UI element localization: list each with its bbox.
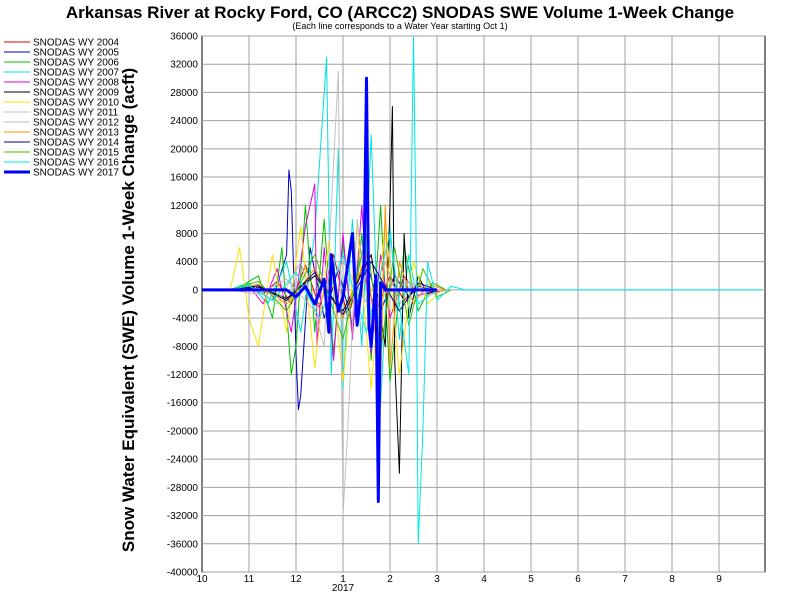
y-tick-label: 16000 (170, 173, 198, 184)
legend-label: SNODAS WY 2017 (33, 168, 119, 179)
y-tick-label: 4000 (176, 257, 199, 268)
y-tick-label: -36000 (167, 539, 199, 550)
legend-label: SNODAS WY 2012 (33, 118, 119, 129)
legend-label: SNODAS WY 2006 (33, 58, 119, 69)
y-tick-label: -12000 (167, 370, 199, 381)
series-line (230, 56, 438, 404)
y-tick-label: 32000 (170, 60, 198, 71)
legend-label: SNODAS WY 2010 (33, 98, 119, 109)
chart-title: Arkansas River at Rocky Ford, CO (ARCC2)… (66, 3, 734, 22)
x-tick-label: 5 (528, 574, 534, 585)
y-tick-labels: 36000 32000 28000 24000 20000 16000 12000 8000 4… (167, 32, 199, 579)
x-tick-labels: 10 11 12 1 2 3 4 5 6 7 8 9 (196, 574, 722, 585)
y-tick-label: 36000 (170, 32, 198, 43)
legend-label: SNODAS WY 2015 (33, 148, 119, 159)
legend-label: SNODAS WY 2007 (33, 68, 119, 79)
x-tick-label: 4 (481, 574, 487, 585)
series-lines (202, 35, 762, 545)
legend-label: SNODAS WY 2014 (33, 138, 119, 149)
y-tick-label: 20000 (170, 144, 198, 155)
y-tick-label: 24000 (170, 116, 198, 127)
x-tick-label: 1 (340, 574, 346, 585)
y-tick-label: 8000 (176, 229, 199, 240)
x-tick-label: 12 (290, 574, 302, 585)
x-tick-label: 2 (387, 574, 393, 585)
series-line (230, 169, 438, 411)
series-line (230, 183, 438, 361)
y-tick-label: -28000 (167, 483, 199, 494)
legend-label: SNODAS WY 2011 (33, 108, 119, 119)
series-line (230, 70, 438, 517)
legend-label: SNODAS WY 2016 (33, 158, 119, 169)
y-tick-label: 0 (192, 285, 198, 296)
x-tick-label: 11 (244, 574, 255, 585)
series-line (230, 35, 762, 545)
legend-label: SNODAS WY 2005 (33, 48, 119, 59)
y-tick-label: -24000 (167, 455, 199, 466)
y-tick-label: -16000 (167, 398, 199, 409)
x-tick-label: 10 (196, 574, 208, 585)
chart-subtitle: (Each line corresponds to a Water Year s… (292, 21, 507, 31)
legend-label: SNODAS WY 2013 (33, 128, 119, 139)
grid-lines (202, 35, 765, 573)
y-tick-label: 28000 (170, 88, 198, 99)
year-label: 2017 (332, 583, 355, 594)
legend-label: SNODAS WY 2009 (33, 88, 119, 99)
y-tick-label: -20000 (167, 426, 199, 437)
y-tick-label: -8000 (172, 342, 198, 353)
legend-label: SNODAS WY 2004 (33, 38, 119, 49)
x-tick-label: 8 (669, 574, 675, 585)
y-tick-label: 12000 (170, 201, 198, 212)
series-line (202, 76, 437, 503)
x-tick-label: 6 (575, 574, 581, 585)
legend-label: SNODAS WY 2008 (33, 78, 119, 89)
x-tick-label: 3 (434, 574, 440, 585)
x-tick-label: 9 (716, 574, 722, 585)
y-tick-label: -40000 (167, 568, 199, 579)
y-tick-label: -4000 (172, 314, 198, 325)
x-tick-label: 7 (622, 574, 628, 585)
y-axis-label: Snow Water Equivalent (SWE) Volume 1-Wee… (119, 68, 138, 552)
y-tick-label: -32000 (167, 511, 199, 522)
